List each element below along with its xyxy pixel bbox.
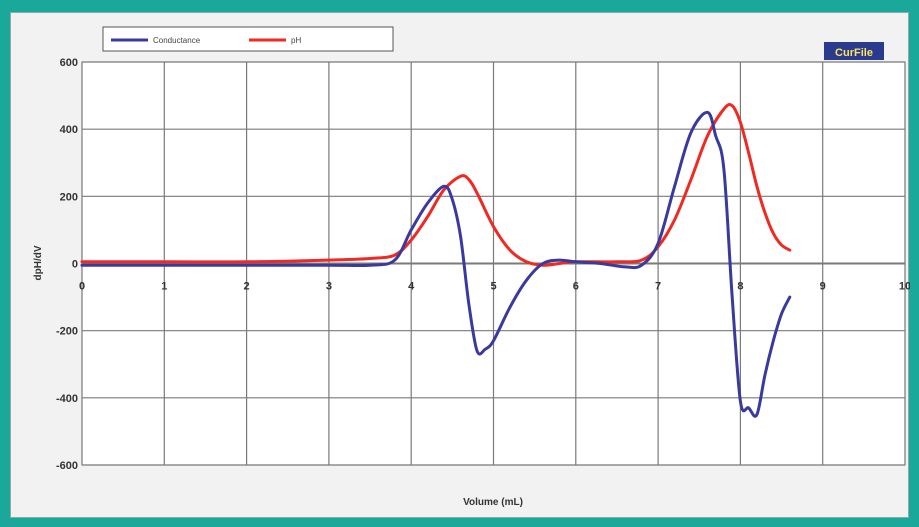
x-tick-label: 3	[326, 281, 332, 293]
chart-svg: 0 1 2 3 4 5 6 7 8 9 10 600 400 200 0 -200 -400 -600 Cond…	[33, 26, 910, 508]
curfile-badge-label: CurFile	[835, 47, 873, 59]
y-tick-label: 0	[72, 259, 78, 271]
curfile-badge[interactable]: CurFile	[824, 42, 884, 60]
series-line-ph	[80, 102, 792, 267]
legend: Conductance pH	[102, 26, 394, 52]
x-tick-label: 10	[899, 281, 910, 293]
x-tick-label: 7	[655, 281, 661, 293]
x-axis-title: Volume (mL)	[463, 497, 523, 508]
series-line-conductance	[80, 110, 792, 418]
x-tick-labels: 0 1 2 3 4 5 6 7 8 9 10	[79, 281, 910, 293]
chart-window: 0 1 2 3 4 5 6 7 8 9 10 600 400 200 0 -200 -400 -600 Cond…	[10, 12, 910, 518]
x-tick-label: 9	[820, 281, 826, 293]
y-tick-label: -600	[56, 460, 78, 472]
x-tick-label: 0	[79, 281, 85, 293]
y-tick-label: 200	[60, 191, 78, 203]
y-tick-label: -400	[56, 393, 78, 405]
y-tick-label: 600	[60, 57, 78, 69]
x-tick-label: 1	[161, 281, 167, 293]
series-lines	[80, 102, 792, 418]
x-tick-label: 4	[408, 281, 415, 293]
grid-lines	[81, 61, 906, 466]
y-axis-title: dpH/dV	[33, 245, 44, 280]
legend-label-ph: pH	[291, 36, 301, 45]
x-tick-label: 5	[490, 281, 496, 293]
legend-label-conductance: Conductance	[153, 36, 201, 45]
y-tick-label: 400	[60, 124, 78, 136]
x-tick-label: 6	[573, 281, 579, 293]
x-tick-label: 2	[244, 281, 250, 293]
y-tick-labels: 600 400 200 0 -200 -400 -600	[56, 57, 78, 472]
plot-border	[81, 61, 906, 466]
x-tick-label: 8	[737, 281, 743, 293]
y-tick-label: -200	[56, 326, 78, 338]
